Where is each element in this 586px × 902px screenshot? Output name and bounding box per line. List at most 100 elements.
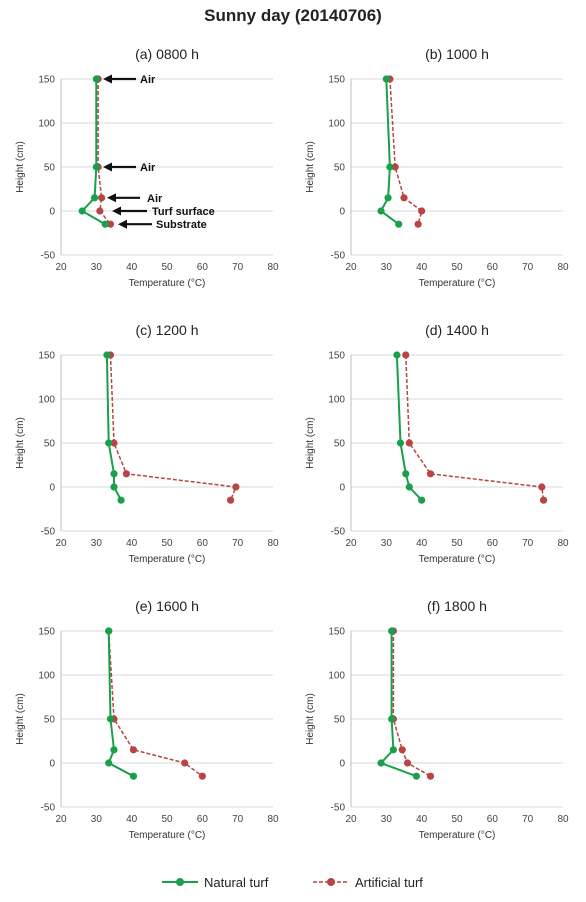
artificial-turf-point [403, 759, 412, 767]
x-tick-label: 50 [451, 262, 463, 273]
natural-turf-point [388, 627, 396, 635]
legend-swatch-natural [162, 878, 198, 886]
artificial-turf-point [232, 483, 240, 491]
panel-title: (f) 1800 h [427, 598, 487, 614]
annotation-arrowhead [112, 206, 121, 216]
x-tick-label: 80 [557, 814, 569, 825]
x-axis-label: Temperature (°C) [129, 278, 206, 289]
legend-item-artificial: Artificial turf [313, 872, 423, 892]
panel-title: (e) 1600 h [135, 598, 199, 614]
x-axis-label: Temperature (°C) [129, 830, 206, 841]
y-tick-label: 0 [339, 759, 345, 770]
legend-label-artificial: Artificial turf [355, 874, 423, 890]
x-tick-label: 50 [161, 538, 173, 549]
annotation-arrowhead [103, 74, 112, 84]
y-tick-label: 150 [38, 351, 55, 362]
x-tick-label: 60 [197, 538, 209, 549]
annotation-arrowhead [107, 193, 116, 203]
y-axis-label: Height (cm) [305, 693, 316, 745]
y-tick-label: -50 [41, 251, 56, 262]
y-axis-label: Height (cm) [305, 417, 316, 469]
x-tick-label: 20 [345, 262, 357, 273]
natural-turf-point [90, 194, 99, 202]
natural-turf-point [117, 496, 125, 504]
legend-item-natural: Natural turf [162, 872, 268, 892]
artificial-turf-point [198, 772, 206, 780]
x-tick-label: 50 [451, 538, 463, 549]
artificial-turf-point [96, 207, 104, 215]
y-tick-label: -50 [41, 803, 56, 814]
annotation-arrowhead [103, 162, 112, 172]
natural-turf-point [101, 220, 109, 228]
y-tick-label: 150 [328, 351, 345, 362]
x-tick-label: 20 [55, 538, 67, 549]
y-tick-label: 50 [44, 163, 56, 174]
y-tick-label: -50 [331, 803, 346, 814]
natural-turf-line [379, 631, 417, 778]
x-tick-label: 60 [487, 262, 499, 273]
natural-turf-point [106, 715, 115, 723]
x-tick-label: 30 [381, 814, 393, 825]
artificial-turf-line [405, 354, 545, 501]
y-tick-label: -50 [331, 251, 346, 262]
x-tick-label: 60 [197, 814, 209, 825]
natural-turf-point [110, 470, 118, 478]
natural-turf-point [103, 351, 111, 359]
natural-turf-point [418, 496, 426, 504]
x-tick-label: 60 [487, 814, 499, 825]
x-tick-label: 60 [487, 538, 499, 549]
natural-turf-point [396, 439, 405, 447]
x-tick-label: 50 [161, 814, 173, 825]
artificial-turf-point [129, 746, 138, 754]
y-tick-label: 50 [44, 439, 56, 450]
panel-title: (c) 1200 h [135, 322, 198, 338]
y-tick-label: 0 [339, 207, 345, 218]
y-axis-label: Height (cm) [305, 141, 316, 193]
x-tick-label: 40 [416, 538, 428, 549]
y-axis-label: Height (cm) [15, 417, 26, 469]
x-axis-label: Temperature (°C) [419, 554, 496, 565]
natural-turf-point [389, 746, 397, 754]
y-tick-label: 100 [328, 119, 345, 130]
natural-turf-point [412, 772, 420, 780]
page-title: Sunny day (20140706) [204, 6, 382, 25]
panel-title: (d) 1400 h [425, 322, 489, 338]
artificial-turf-point [106, 220, 115, 228]
x-axis-label: Temperature (°C) [419, 278, 496, 289]
x-tick-label: 20 [55, 814, 67, 825]
x-axis-label: Temperature (°C) [129, 554, 206, 565]
x-tick-label: 70 [232, 538, 244, 549]
natural-turf-point [377, 759, 385, 767]
artificial-turf-point [538, 483, 546, 491]
y-tick-label: 0 [49, 483, 55, 494]
x-tick-label: 30 [381, 262, 393, 273]
natural-turf-point [78, 207, 86, 215]
panel-title: (a) 0800 h [135, 46, 199, 62]
y-axis-label: Height (cm) [15, 141, 26, 193]
artificial-turf-point [402, 351, 410, 359]
y-tick-label: 150 [38, 627, 55, 638]
y-tick-label: 0 [49, 207, 55, 218]
x-tick-label: 40 [416, 814, 428, 825]
y-axis-label: Height (cm) [15, 693, 26, 745]
y-tick-label: 100 [38, 671, 55, 682]
artificial-turf-point [391, 163, 399, 171]
natural-turf-point [92, 163, 100, 171]
artificial-turf-point [227, 496, 235, 504]
y-tick-label: -50 [331, 527, 346, 538]
artificial-turf-point [98, 194, 106, 202]
artificial-turf-line [392, 631, 431, 777]
y-tick-label: 100 [328, 671, 345, 682]
x-tick-label: 70 [522, 262, 534, 273]
y-tick-label: 50 [44, 715, 56, 726]
artificial-turf-point [110, 439, 118, 447]
x-tick-label: 20 [345, 538, 357, 549]
artificial-turf-point [400, 194, 408, 202]
natural-turf-point [377, 207, 385, 215]
y-tick-label: 100 [38, 119, 55, 130]
